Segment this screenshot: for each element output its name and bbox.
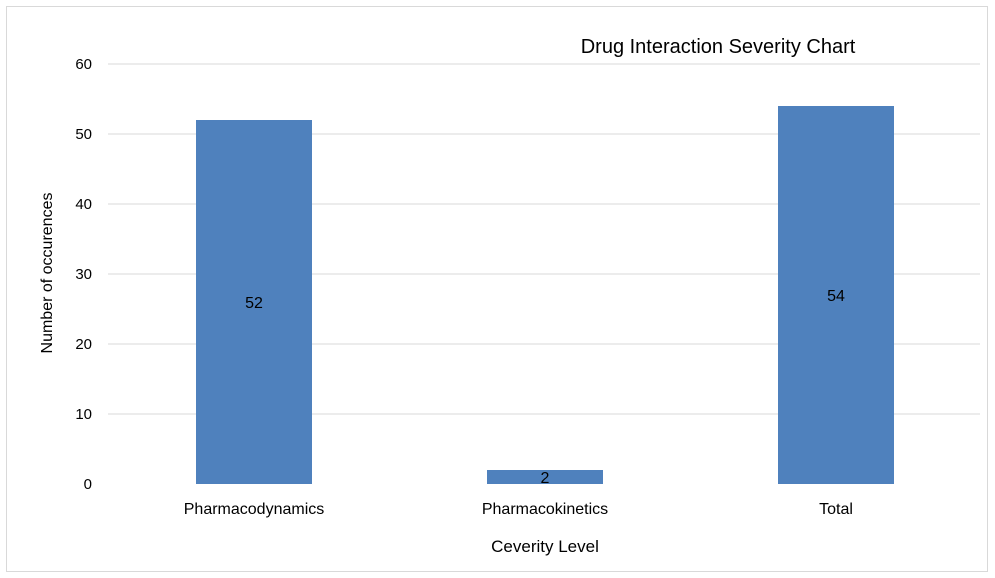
x-axis-label: Ceverity Level (491, 537, 599, 556)
y-tick-label-20: 20 (75, 336, 92, 353)
bar-pharmacokinetics (487, 470, 603, 484)
chart-title: Drug Interaction Severity Chart (581, 36, 856, 58)
data-label-pharmacodynamics: 52 (245, 295, 263, 312)
y-axis-label: Number of occurences (39, 193, 56, 354)
x-tick-label-pharmacodynamics: Pharmacodynamics (184, 501, 325, 518)
x-tick-label-total: Total (819, 501, 853, 518)
y-tick-label-50: 50 (75, 126, 92, 143)
data-labels: 52 2 54 (245, 288, 845, 487)
x-tick-label-pharmacokinetics: Pharmacokinetics (482, 501, 608, 518)
bar-pharmacodynamics (196, 120, 312, 484)
y-tick-label-30: 30 (75, 266, 92, 283)
data-label-total: 54 (827, 288, 845, 305)
bar-total (778, 106, 894, 484)
data-label-pharmacokinetics: 2 (541, 470, 550, 487)
y-tick-label-0: 0 (84, 476, 92, 493)
y-tick-label-40: 40 (75, 196, 92, 213)
x-tick-labels: Pharmacodynamics Pharmacokinetics Total (184, 501, 853, 518)
bars (196, 106, 894, 484)
y-tick-labels: 0 10 20 30 40 50 60 (75, 56, 92, 493)
y-tick-label-60: 60 (75, 56, 92, 73)
y-tick-label-10: 10 (75, 406, 92, 423)
